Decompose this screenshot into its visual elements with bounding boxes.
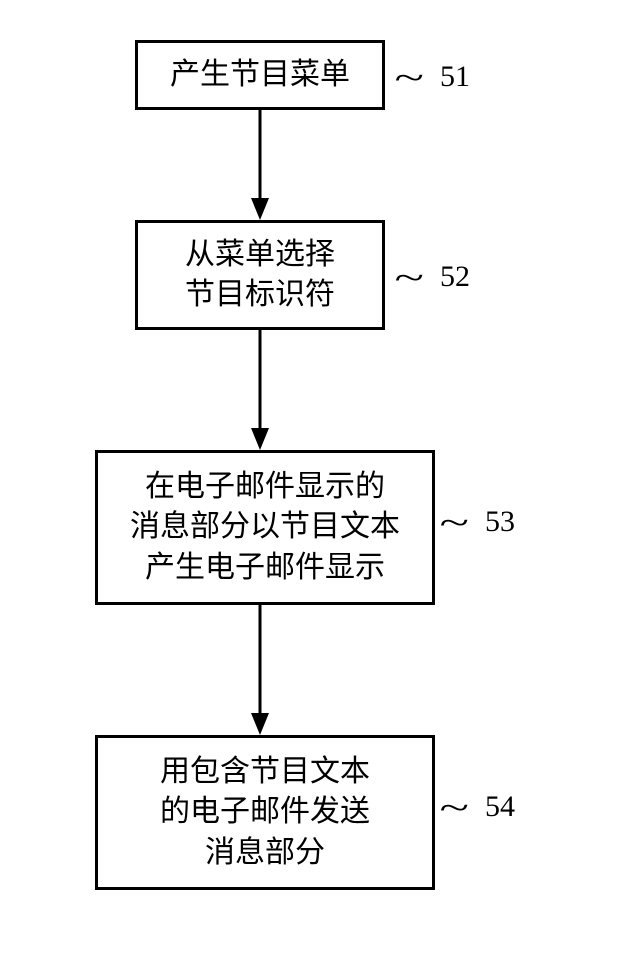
flow-node-n51: 产生节目菜单 <box>135 40 385 110</box>
flow-node-text: 产生节目菜单 <box>170 55 350 96</box>
flow-arrow <box>240 330 280 450</box>
flow-node-label-n54: 54 <box>485 790 515 824</box>
connector-tilde: ~ <box>394 60 423 98</box>
flow-node-text: 在电子邮件显示的 消息部分以节目文本 产生电子邮件显示 <box>130 467 400 589</box>
flow-node-n54: 用包含节目文本 的电子邮件发送 消息部分 <box>95 735 435 890</box>
flow-node-n52: 从菜单选择 节目标识符 <box>135 220 385 330</box>
connector-tilde: ~ <box>439 505 468 543</box>
flow-node-text: 从菜单选择 节目标识符 <box>185 235 335 316</box>
flow-node-n53: 在电子邮件显示的 消息部分以节目文本 产生电子邮件显示 <box>95 450 435 605</box>
flow-node-text: 用包含节目文本 的电子邮件发送 消息部分 <box>160 752 370 874</box>
flow-node-label-n51: 51 <box>440 60 470 94</box>
connector-tilde: ~ <box>394 260 423 298</box>
flow-arrow <box>240 605 280 735</box>
flow-arrow <box>240 110 280 220</box>
flow-node-label-n53: 53 <box>485 505 515 539</box>
flow-node-label-n52: 52 <box>440 260 470 294</box>
connector-tilde: ~ <box>439 790 468 828</box>
